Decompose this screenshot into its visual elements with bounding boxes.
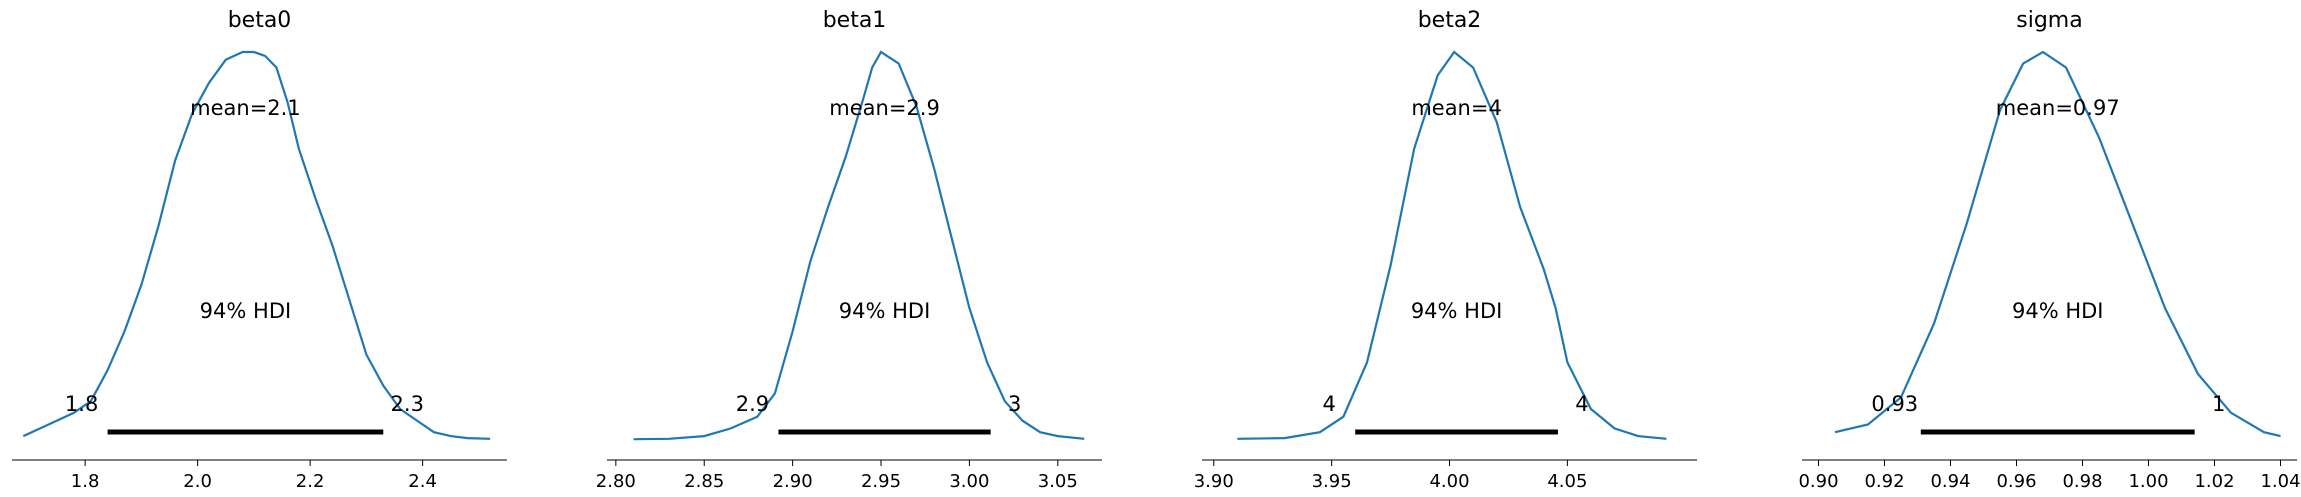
kde-line xyxy=(1834,50,2281,438)
panel-1: beta1 2.9 3 mean=2.9 94% HDI 2.80 2.85 2.90 2.95… xyxy=(596,8,1102,492)
panel-title: sigma xyxy=(2016,8,2082,33)
x-tick-label: 3.95 xyxy=(1312,471,1352,492)
x-tick-label: 0.92 xyxy=(1864,471,1904,492)
kde-line xyxy=(633,50,1085,441)
panel-0: beta0 1.8 2.3 mean=2.1 94% HDI 1.8 2.0 2.2 2.4 xyxy=(12,8,507,492)
kde-line xyxy=(22,50,491,440)
x-tick-label: 2.4 xyxy=(408,471,437,492)
x-tick-label: 0.98 xyxy=(2062,471,2102,492)
x-tick-label: 1.04 xyxy=(2260,471,2300,492)
mean-label: mean=2.9 xyxy=(829,96,940,120)
x-tick-label: 0.90 xyxy=(1798,471,1838,492)
mean-label: mean=0.97 xyxy=(1996,96,2120,120)
panel-3: sigma 0.93 1 mean=0.97 94% HDI 0.90 0.92 0.94 0.… xyxy=(1798,8,2300,492)
x-tick-label: 3.90 xyxy=(1194,471,1234,492)
panel-title: beta0 xyxy=(228,8,292,33)
kde-line xyxy=(1237,50,1667,440)
hdi-bound-label: 4 xyxy=(1575,392,1588,416)
hdi-label: 94% HDI xyxy=(839,299,931,323)
x-tick-label: 0.96 xyxy=(1996,471,2036,492)
x-tick-label: 4.05 xyxy=(1547,471,1587,492)
mean-label: mean=2.1 xyxy=(190,96,301,120)
x-tick-label: 3.00 xyxy=(949,471,989,492)
hdi-label: 94% HDI xyxy=(1411,299,1503,323)
x-tick-label: 2.2 xyxy=(296,471,325,492)
hdi-bound-label: 1 xyxy=(2212,392,2225,416)
x-tick-label: 2.80 xyxy=(596,471,636,492)
hdi-bound-label: 2.9 xyxy=(736,392,769,416)
x-tick-label: 1.8 xyxy=(71,471,100,492)
hdi-bound-label: 3 xyxy=(1008,392,1021,416)
x-tick-label: 1.02 xyxy=(2194,471,2234,492)
x-tick-label: 0.94 xyxy=(1930,471,1970,492)
x-tick-label: 2.85 xyxy=(684,471,724,492)
panel-2: beta2 4 4 mean=4 94% HDI 3.90 3.95 4.00 4.05 xyxy=(1194,8,1697,492)
panel-title: beta2 xyxy=(1418,8,1482,33)
x-tick-label: 3.05 xyxy=(1038,471,1078,492)
x-tick-label: 2.95 xyxy=(861,471,901,492)
hdi-label: 94% HDI xyxy=(200,299,292,323)
hdi-bound-label: 1.8 xyxy=(65,392,98,416)
hdi-bound-label: 0.93 xyxy=(1871,392,1918,416)
mean-label: mean=4 xyxy=(1411,96,1502,120)
panel-title: beta1 xyxy=(823,8,887,33)
x-tick-label: 4.00 xyxy=(1429,471,1469,492)
x-tick-label: 1.00 xyxy=(2128,471,2168,492)
hdi-bound-label: 2.3 xyxy=(391,392,424,416)
hdi-bound-label: 4 xyxy=(1323,392,1336,416)
x-tick-label: 2.90 xyxy=(773,471,813,492)
hdi-label: 94% HDI xyxy=(2012,299,2104,323)
x-tick-label: 2.0 xyxy=(183,471,212,492)
